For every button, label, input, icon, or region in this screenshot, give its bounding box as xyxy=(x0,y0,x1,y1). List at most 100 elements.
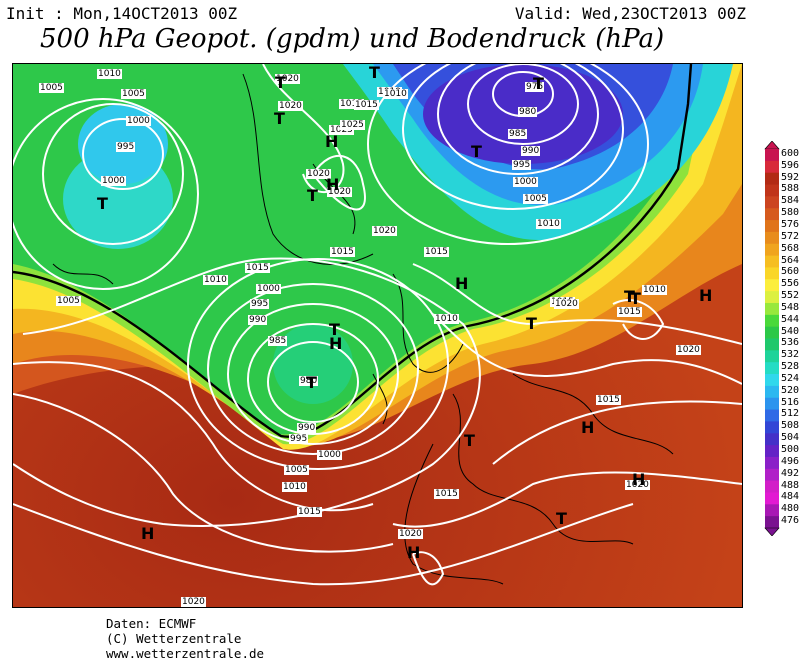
low-pressure-marker: T xyxy=(275,73,286,92)
isobar-label: 1020 xyxy=(327,187,352,197)
legend-label: 524 xyxy=(781,372,800,384)
isobar-label: 1020 xyxy=(306,169,331,179)
isobar-label: 1015 xyxy=(596,395,621,405)
isobar-label: 1000 xyxy=(101,176,126,186)
legend-label: 484 xyxy=(781,491,800,503)
legend-label: 588 xyxy=(781,183,800,195)
legend-swatch xyxy=(765,220,779,233)
isobar-label: 1025 xyxy=(329,125,354,135)
valid-time: Valid: Wed,23OCT2013 00Z xyxy=(514,4,746,23)
legend-label: 572 xyxy=(781,230,800,242)
high-pressure-marker: H xyxy=(325,132,339,151)
legend-swatch xyxy=(765,314,779,328)
isobar-label: 1000 xyxy=(256,284,281,294)
low-pressure-marker: T xyxy=(274,109,285,128)
init-time: Init : Mon,14OCT2013 00Z xyxy=(6,4,238,23)
legend-swatch xyxy=(765,302,779,316)
low-pressure-marker: T xyxy=(471,142,482,161)
isobar-label: 1005 xyxy=(56,296,81,306)
high-pressure-marker: H xyxy=(326,175,340,194)
legend-swatch xyxy=(765,350,779,363)
credits: Daten: ECMWF (C) Wetterzentrale www.wett… xyxy=(106,616,264,661)
legend-label: 600 xyxy=(781,147,800,159)
isobar-label: 1000 xyxy=(317,450,342,460)
isobar-label: 980 xyxy=(518,107,538,117)
legend-swatch xyxy=(765,149,779,162)
legend-label: 576 xyxy=(781,218,800,230)
legend-label: 564 xyxy=(781,254,800,266)
isobar-label: 995 xyxy=(250,299,270,309)
isobar-label: 1020 xyxy=(398,529,423,539)
isobar-label: 1015 xyxy=(424,247,449,257)
legend-swatch xyxy=(765,433,779,446)
low-pressure-marker: T xyxy=(329,320,340,339)
legend-label: 580 xyxy=(781,207,800,219)
high-pressure-marker: H xyxy=(141,524,155,543)
map-canvas xyxy=(13,64,742,607)
isobar-label: 1010 xyxy=(536,219,561,229)
legend-label: 568 xyxy=(781,242,800,254)
isobar-label: 1025 xyxy=(340,120,365,130)
isobar-label: 1015 xyxy=(354,100,379,110)
legend-swatch xyxy=(765,362,779,375)
field-cyan-central xyxy=(273,324,353,404)
legend-swatch xyxy=(765,267,779,280)
legend-swatch xyxy=(765,184,779,197)
website-link[interactable]: www.wetterzentrale.de xyxy=(106,646,265,661)
legend-label: 528 xyxy=(781,361,800,373)
legend-swatch xyxy=(765,172,779,186)
low-pressure-marker: T xyxy=(306,373,317,392)
low-pressure-marker: T xyxy=(307,186,318,205)
legend-label: 584 xyxy=(781,195,800,207)
legend-label: 520 xyxy=(781,384,800,396)
low-pressure-marker: T xyxy=(624,287,635,306)
legend-label: 480 xyxy=(781,503,800,515)
data-source: Daten: ECMWF xyxy=(106,616,197,631)
low-pressure-marker: T xyxy=(533,74,544,93)
isobar-label: 1020 xyxy=(181,597,206,607)
isobar-label: 1015 xyxy=(245,263,270,273)
isobars xyxy=(13,64,742,586)
isobar-label: 1010 xyxy=(203,275,228,285)
legend-label: 508 xyxy=(781,420,800,432)
legend-swatch xyxy=(765,504,779,517)
legend-label: 552 xyxy=(781,290,800,302)
legend-swatch xyxy=(765,445,779,458)
legend-swatch xyxy=(765,421,779,434)
legend-swatch xyxy=(765,480,779,493)
legend-swatch xyxy=(765,409,779,422)
high-pressure-marker: H xyxy=(581,418,595,437)
color-scale-legend: 600 596 592 588 584 580 576 572 568 564 560 556 552 5… xyxy=(764,140,812,537)
legend-swatch xyxy=(765,468,779,482)
isobar-label: 990 xyxy=(297,423,317,433)
legend-label: 592 xyxy=(781,171,800,183)
legend-swatch xyxy=(765,385,779,399)
legend-label: 556 xyxy=(781,278,800,290)
legend-label: 516 xyxy=(781,396,800,408)
high-pressure-marker: H xyxy=(329,334,343,353)
legend-swatch xyxy=(765,516,779,529)
legend-label: 476 xyxy=(781,515,800,527)
isobar-label: 1010 xyxy=(642,285,667,295)
isobar-label: 1020 xyxy=(625,480,650,490)
isobar-label: 1000 xyxy=(513,177,538,187)
contour-552 xyxy=(13,64,693,438)
high-pressure-marker: H xyxy=(632,470,646,489)
legend-swatch xyxy=(765,196,779,209)
low-pressure-marker: T xyxy=(630,289,641,308)
legend-label: 560 xyxy=(781,266,800,278)
legend-colorbar xyxy=(764,140,780,537)
isobar-label: 1015 xyxy=(297,507,322,517)
isobar-label: 1000 xyxy=(126,116,151,126)
isobar-label: 1010 xyxy=(434,314,459,324)
isobar-label: 1020 xyxy=(278,101,303,111)
isobar-label: 980 xyxy=(299,376,319,386)
isobar-label: 1020 xyxy=(372,226,397,236)
legend-swatch xyxy=(765,208,779,221)
isobar-label: 1015 xyxy=(434,489,459,499)
isobar-label: 1015 xyxy=(339,99,364,109)
isobar-label: 1005 xyxy=(284,465,309,475)
isobar-label: 975 xyxy=(525,82,545,92)
legend-swatch xyxy=(765,160,779,174)
legend-swatch xyxy=(765,279,779,292)
